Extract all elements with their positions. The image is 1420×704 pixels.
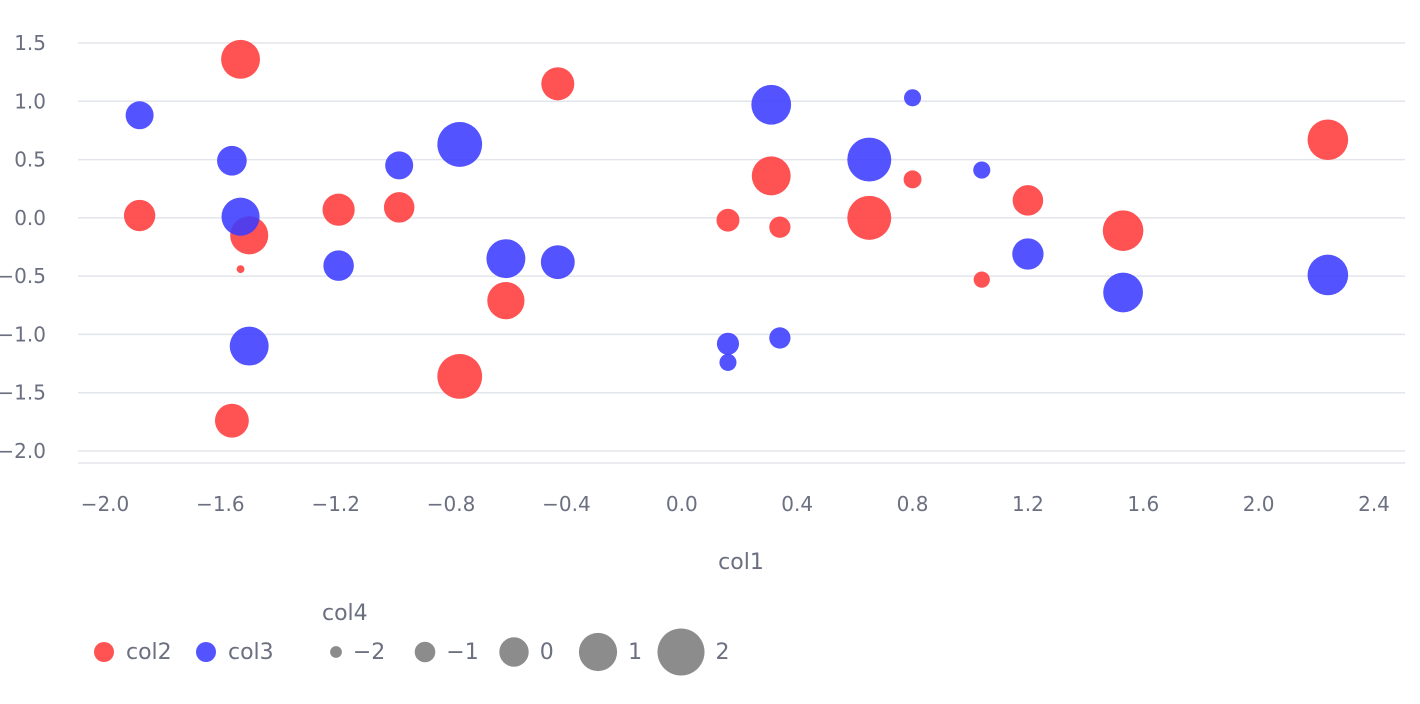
col3-point: [437, 122, 483, 167]
size-legend-label: 2: [716, 640, 730, 665]
col3-point: [769, 327, 791, 349]
y-tick-label: −1.0: [0, 322, 46, 346]
col2-point: [847, 195, 892, 240]
legend-swatch-col2: [94, 642, 114, 662]
x-tick-label: −2.0: [81, 492, 130, 516]
x-tick-label: −1.6: [196, 492, 245, 516]
col2-point: [903, 170, 922, 189]
x-tick-label: 0.0: [666, 492, 698, 516]
y-tick-label: 0.0: [14, 206, 46, 230]
size-legend-marker: [499, 637, 529, 667]
data-points: [123, 39, 1349, 438]
col3-point: [540, 245, 575, 280]
col2-point: [221, 39, 261, 79]
col3-point: [716, 332, 740, 355]
col2-point: [751, 156, 791, 196]
col2-point: [236, 265, 245, 274]
x-tick-label: −0.8: [427, 492, 476, 516]
x-tick-label: 1.6: [1127, 492, 1159, 516]
y-tick-label: −1.5: [0, 381, 46, 405]
col3-point: [847, 137, 892, 182]
legend: col4 col2 col3 −2 −1 0 1 2: [94, 601, 730, 676]
col3-point: [1012, 238, 1044, 270]
col2-point: [769, 216, 791, 238]
col3-point: [229, 326, 269, 366]
legend-label-col3: col3: [228, 640, 274, 665]
x-tick-label: 0.4: [781, 492, 813, 516]
size-legend-label: 0: [540, 640, 554, 665]
x-tick-label: 0.8: [897, 492, 929, 516]
grid-lines: [78, 42, 1405, 464]
legend-swatch-col3: [196, 642, 216, 662]
size-legend-marker: [657, 628, 705, 676]
col2-point: [1012, 185, 1044, 216]
col2-point: [1102, 210, 1144, 251]
col2-point: [437, 353, 483, 399]
y-tick-label: −2.0: [0, 439, 46, 463]
col3-point: [323, 250, 354, 281]
size-legend-marker: [578, 632, 618, 672]
col2-point: [383, 192, 415, 223]
x-axis-ticks: −2.0 −1.6 −1.2 −0.8 −0.4 0.0 0.4 0.8 1.2 1.6 2.0 2.…: [81, 492, 1390, 516]
size-legend-label: −2: [353, 640, 385, 665]
col3-point: [221, 197, 260, 236]
size-legend-marker: [414, 641, 436, 663]
col2-point: [973, 271, 990, 288]
col2-point: [123, 199, 156, 232]
col3-point: [1307, 254, 1349, 296]
size-legend-label: 1: [628, 640, 642, 665]
y-tick-label: −0.5: [0, 264, 46, 288]
col2-point: [1307, 119, 1349, 161]
x-tick-label: −0.4: [542, 492, 591, 516]
y-axis-ticks: 1.5 1.0 0.5 0.0 −0.5 −1.0 −1.5 −2.0: [0, 31, 46, 463]
col2-point: [541, 67, 575, 101]
y-tick-label: 0.5: [14, 148, 46, 172]
col3-point: [904, 89, 922, 107]
col3-point: [1103, 272, 1143, 313]
col2-point: [716, 208, 740, 232]
col2-point: [322, 193, 355, 226]
col3-point: [125, 101, 154, 130]
x-tick-label: 2.0: [1243, 492, 1275, 516]
col3-point: [973, 161, 991, 179]
col3-point: [719, 353, 737, 371]
x-tick-label: 2.4: [1358, 492, 1390, 516]
size-legend-title: col4: [322, 601, 368, 626]
col2-point: [487, 282, 525, 320]
col3-point: [751, 84, 792, 125]
legend-label-col2: col2: [126, 640, 172, 665]
col2-point: [214, 403, 249, 438]
size-legend-label: −1: [446, 640, 478, 665]
size-legend-marker: [330, 646, 342, 658]
x-tick-label: 1.2: [1012, 492, 1044, 516]
col3-point: [385, 151, 414, 180]
col3-point: [486, 239, 526, 279]
y-tick-label: 1.5: [14, 31, 46, 55]
x-axis-title: col1: [718, 550, 764, 575]
y-tick-label: 1.0: [14, 89, 46, 113]
x-tick-label: −1.2: [311, 492, 360, 516]
col3-point: [217, 145, 247, 176]
